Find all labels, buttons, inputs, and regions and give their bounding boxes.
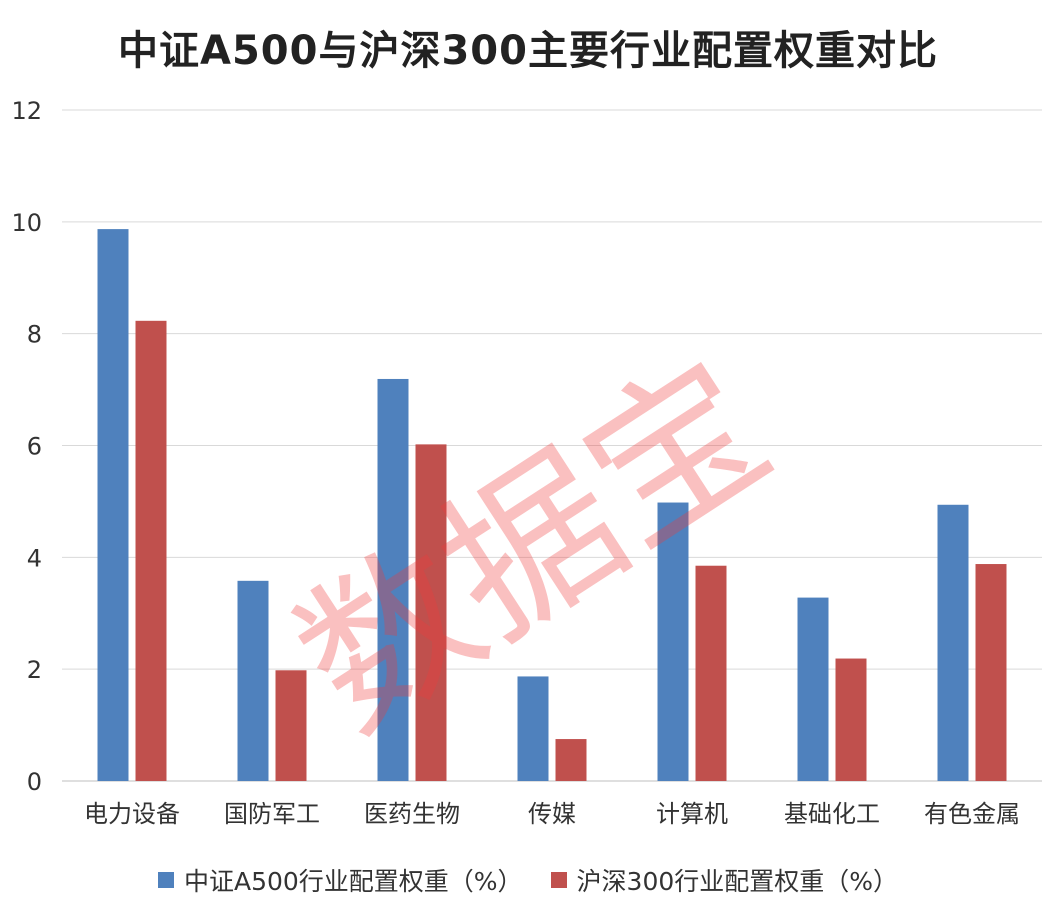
bar-series-b [695, 565, 727, 781]
bar-series-b [975, 564, 1007, 781]
y-tick-label: 4 [27, 544, 42, 572]
legend-swatch-series-a [157, 872, 174, 888]
legend-item-series-a: 中证A500行业配置权重（%） [157, 862, 523, 898]
x-category-label: 医药生物 [364, 800, 460, 828]
bar-series-b [835, 658, 867, 781]
x-category-label: 传媒 [528, 800, 576, 828]
y-tick-label: 12 [11, 97, 42, 125]
bar-series-b [555, 739, 587, 781]
bar-series-a [377, 378, 409, 781]
legend-swatch-series-b [550, 872, 567, 888]
x-category-label: 基础化工 [784, 800, 880, 828]
y-tick-label: 6 [27, 433, 42, 461]
x-category-label: 有色金属 [924, 800, 1020, 828]
bar-series-a [97, 229, 129, 782]
bar-series-b [415, 444, 447, 781]
bar-series-b [135, 320, 167, 781]
bar-series-a [797, 597, 829, 781]
chart-title: 中证A500与沪深300主要行业配置权重对比 [118, 28, 938, 74]
bar-series-a [517, 676, 549, 781]
y-tick-label: 2 [27, 656, 42, 684]
x-category-label: 计算机 [656, 800, 728, 828]
bar-series-a [237, 580, 269, 781]
y-tick-label: 0 [27, 768, 42, 796]
x-category-label: 国防军工 [224, 800, 320, 828]
bar-series-b [275, 670, 307, 781]
bar-series-a [937, 504, 969, 781]
y-tick-label: 8 [27, 321, 42, 349]
legend-label-series-b: 沪深300行业配置权重（%） [576, 867, 899, 896]
legend-item-series-b: 沪深300行业配置权重（%） [550, 862, 899, 898]
legend: 中证A500行业配置权重（%） 沪深300行业配置权重（%） [0, 862, 1056, 898]
y-tick-label: 10 [11, 209, 42, 237]
bar-series-a [657, 502, 689, 781]
x-category-label: 电力设备 [84, 800, 180, 828]
legend-label-series-a: 中证A500行业配置权重（%） [183, 867, 523, 896]
